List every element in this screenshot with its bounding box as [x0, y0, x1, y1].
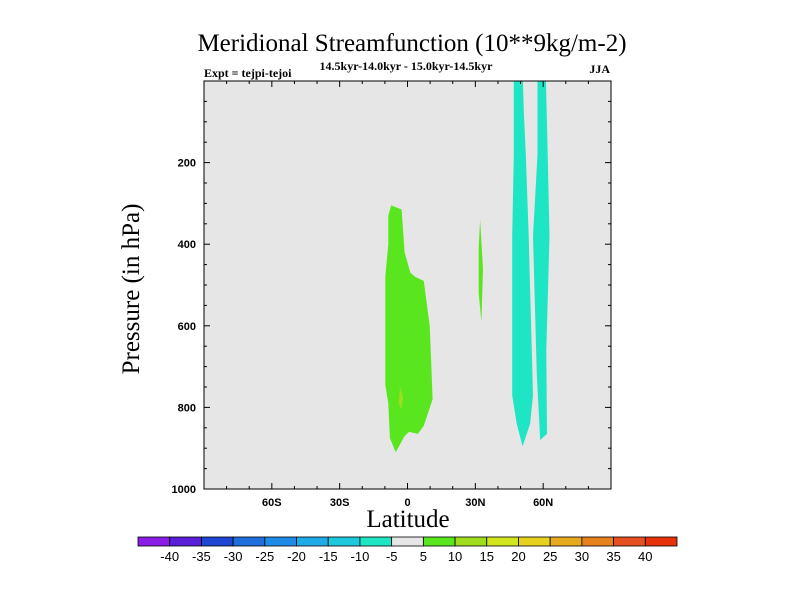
colorbar-swatch [391, 536, 424, 547]
colorbar-label: 10 [448, 549, 462, 564]
colorbar-swatch [201, 536, 234, 547]
contour-region-positive-5-to-10-30n [478, 219, 483, 322]
colorbar-label: -5 [386, 549, 398, 564]
contour-region-negative-10-to-5-east-plume [533, 81, 550, 440]
colorbar-label: 15 [480, 549, 494, 564]
colorbar-label: 35 [606, 549, 620, 564]
colorbar-label: 20 [511, 549, 525, 564]
experiment-label: Expt = tejpi-tejoi [204, 66, 292, 80]
season-label: JJA [589, 62, 610, 76]
colorbar-label: -40 [160, 549, 179, 564]
colorbar-swatch [422, 536, 456, 547]
colorbar-label: -30 [224, 549, 243, 564]
colorbar-swatch [264, 536, 297, 547]
colorbar-label: 5 [420, 549, 427, 564]
colorbar-swatch [169, 536, 202, 547]
colorbar-swatch [454, 536, 488, 547]
colorbar-swatch [359, 536, 393, 547]
contour-region-positive-5-to-10-equator [385, 205, 433, 453]
chart-title: Meridional Streamfunction (10**9kg/m-2) [197, 30, 626, 57]
y-tick-label: 800 [178, 402, 196, 414]
y-tick-label: 400 [178, 239, 196, 251]
colorbar: -40 -35 -30 -25 -20 -15 -10 -5 5 10 15 20 25 30 35 40 [137, 536, 678, 564]
colorbar-label: 30 [575, 549, 589, 564]
x-tick-label: 60N [533, 497, 553, 509]
colorbar-swatch [613, 536, 646, 547]
colorbar-label: -15 [319, 549, 338, 564]
colorbar-swatch [232, 536, 266, 547]
contour-region-negative-10-to-5-west-plume [512, 81, 533, 447]
colorbar-swatch [486, 536, 519, 547]
y-tick-label: 1000 [172, 484, 196, 496]
colorbar-label: -10 [351, 549, 370, 564]
colorbar-swatch [137, 536, 171, 547]
colorbar-swatch [296, 536, 329, 547]
contour-region-positive-10-to-15-spot [398, 387, 403, 410]
y-axis-title: Pressure (in hPa) [118, 204, 145, 375]
colorbar-swatch [327, 536, 361, 547]
colorbar-label: -20 [287, 549, 306, 564]
colorbar-label: 40 [638, 549, 652, 564]
colorbar-swatch [549, 536, 583, 547]
colorbar-label: -25 [255, 549, 274, 564]
y-tick-label: 600 [178, 321, 196, 333]
x-tick-label: 0 [404, 497, 410, 509]
x-tick-label: 30N [465, 497, 485, 509]
x-tick-label: 30S [330, 497, 350, 509]
x-axis-title: Latitude [366, 506, 449, 533]
colorbar-swatch [581, 536, 614, 547]
colorbar-swatch [518, 536, 551, 547]
colorbar-label: -35 [192, 549, 211, 564]
colorbar-label: 25 [543, 549, 557, 564]
y-tick-label: 200 [178, 158, 196, 170]
colorbar-swatch [644, 536, 678, 547]
x-tick-label: 60S [262, 497, 282, 509]
period-label: 14.5kyr-14.0kyr - 15.0kyr-14.5kyr [320, 59, 494, 73]
